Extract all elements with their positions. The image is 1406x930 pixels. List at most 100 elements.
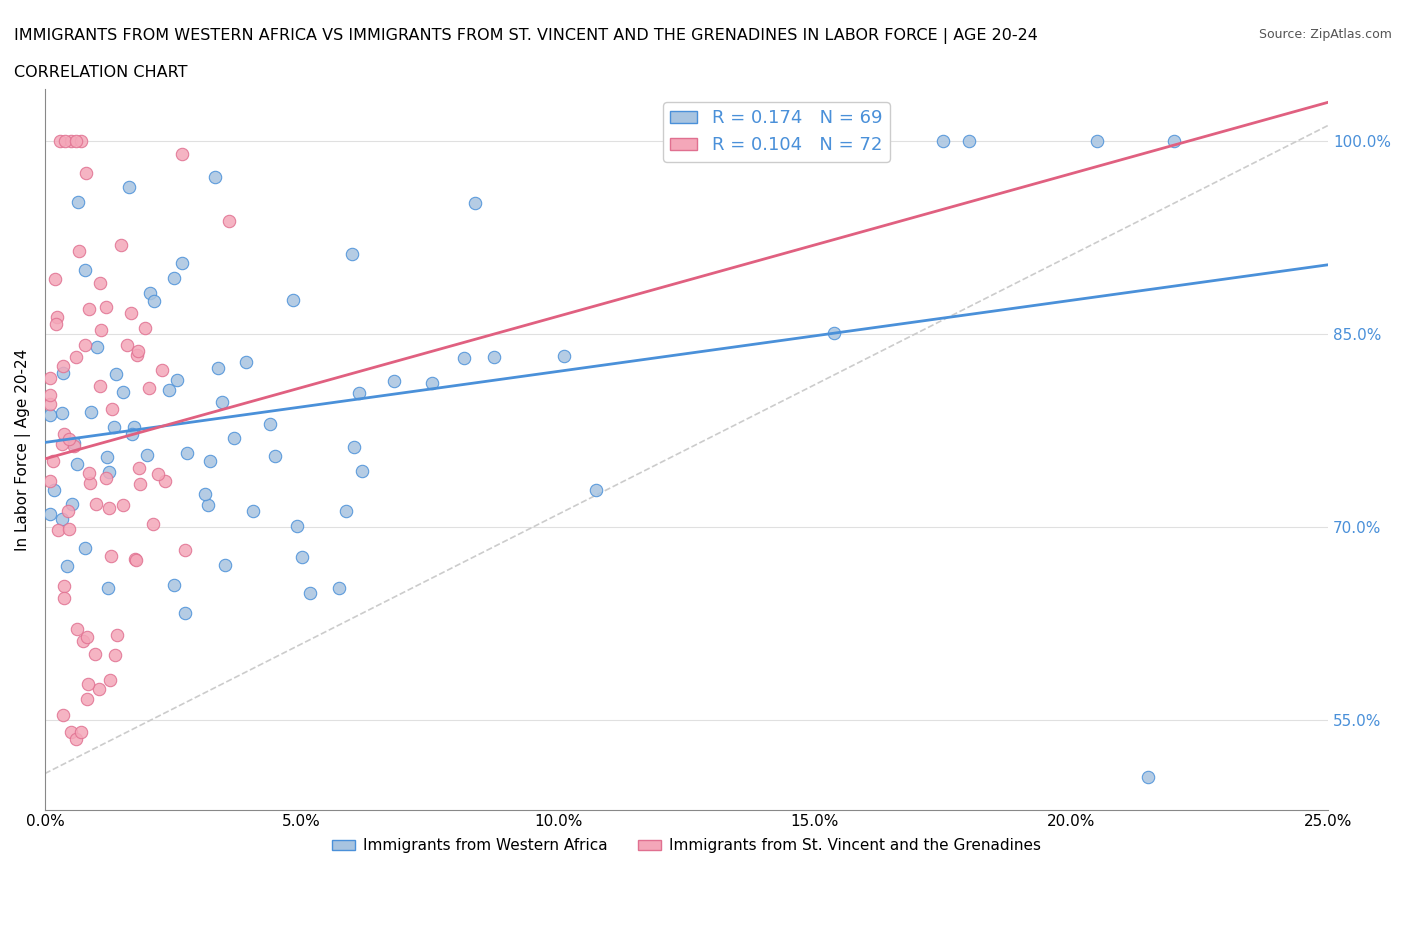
Point [62,497,84,512]
Text: IMMIGRANTS FROM WESTERN AFRICA VS IMMIGRANTS FROM ST. VINCENT AND THE GRENADINES: IMMIGRANTS FROM WESTERN AFRICA VS IMMIGR… [14,28,1038,44]
Point [46,309,69,324]
Point [197,498,219,512]
Point [118,179,141,194]
Point [77,301,100,316]
Point [214,557,236,572]
Y-axis label: In Labor Force | Age 20-24: In Labor Force | Age 20-24 [15,349,31,551]
Point [103,419,125,434]
Point [42,483,65,498]
Legend: Immigrants from Western Africa, Immigrants from St. Vincent and the Grenadines: Immigrants from Western Africa, Immigran… [326,832,1047,859]
Point [1137,770,1160,785]
Point [39,507,62,522]
Point [84,496,107,511]
Point [111,497,134,512]
Point [157,382,180,397]
Point [121,426,143,441]
Point [63,436,86,451]
Point [56,504,79,519]
Point [96,299,118,314]
Point [120,305,142,320]
Point [141,517,163,532]
Point [53,578,76,593]
Point [63,439,86,454]
Point [1163,133,1185,148]
Point [128,460,150,475]
Point [39,370,62,385]
Point [150,363,173,378]
Point [52,358,75,373]
Point [281,293,304,308]
Point [464,196,486,211]
Point [259,417,281,432]
Point [125,347,148,362]
Point [97,581,120,596]
Point [242,504,264,519]
Point [94,471,117,485]
Point [89,275,111,290]
Point [298,585,321,600]
Point [46,523,69,538]
Point [235,355,257,370]
Point [69,725,91,740]
Point [134,321,156,336]
Point [163,578,186,592]
Point [104,366,127,381]
Point [67,194,90,209]
Point [39,407,62,422]
Point [44,272,66,286]
Point [51,365,73,380]
Point [39,473,62,488]
Point [153,473,176,488]
Point [75,338,97,352]
Point [138,380,160,395]
Point [128,476,150,491]
Point [350,463,373,478]
Point [97,500,120,515]
Point [124,419,146,434]
Point [65,133,87,148]
Point [89,379,111,393]
Point [66,622,89,637]
Point [65,350,87,365]
Point [41,454,63,469]
Point [98,464,121,479]
Point [218,214,240,229]
Point [957,133,980,148]
Point [136,448,159,463]
Point [75,166,97,180]
Point [453,351,475,365]
Point [138,286,160,300]
Point [482,350,505,365]
Point [127,343,149,358]
Point [263,448,285,463]
Point [285,519,308,534]
Point [823,326,845,340]
Point [110,238,132,253]
Point [163,271,186,286]
Point [553,349,575,364]
Point [79,405,101,419]
Point [335,504,357,519]
Point [86,340,108,355]
Point [52,707,75,722]
Point [932,133,955,148]
Point [90,322,112,337]
Point [55,133,77,148]
Point [49,133,72,148]
Point [420,376,443,391]
Point [101,402,124,417]
Point [51,437,73,452]
Point [207,361,229,376]
Point [69,133,91,148]
Point [51,405,73,420]
Point [87,682,110,697]
Point [124,551,146,566]
Point [347,385,370,400]
Text: Source: ZipAtlas.com: Source: ZipAtlas.com [1258,28,1392,41]
Point [222,431,245,445]
Point [55,558,77,573]
Point [204,169,226,184]
Point [115,337,138,352]
Point [211,394,233,409]
Point [53,591,76,605]
